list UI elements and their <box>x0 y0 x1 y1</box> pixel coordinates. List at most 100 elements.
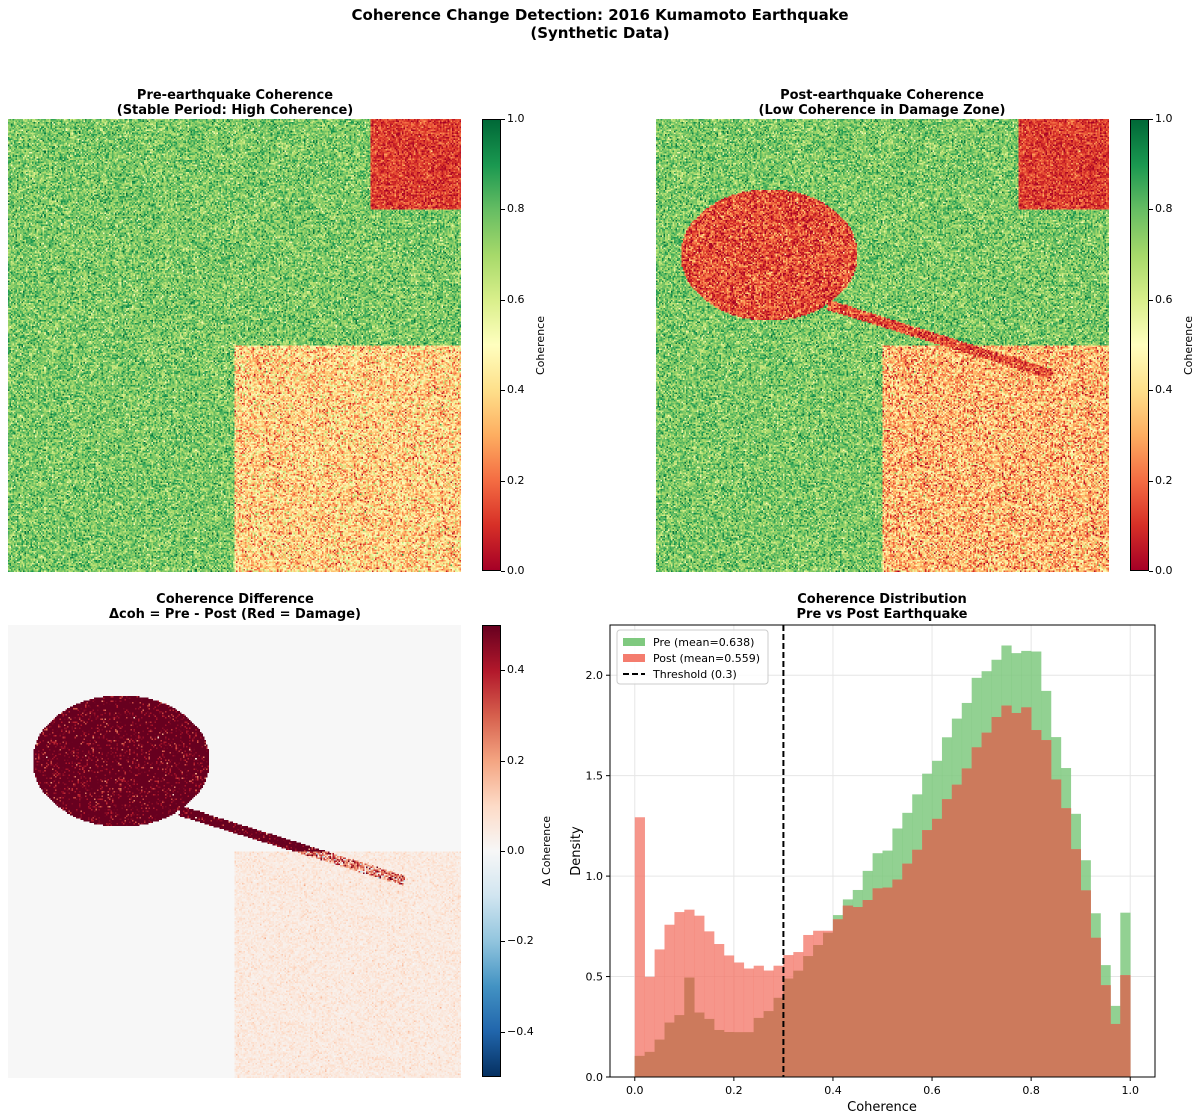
title-line: Coherence Distribution <box>797 592 967 607</box>
post-histogram-bar <box>714 944 725 1077</box>
figure-title-line1: Coherence Change Detection: 2016 Kumamot… <box>351 6 849 24</box>
overlap-histogram-bar <box>1011 712 1022 1077</box>
colorbar-tick-label: 0.6 <box>501 292 525 306</box>
overlap-histogram-bar <box>813 945 824 1077</box>
overlap-histogram-bar <box>634 1055 645 1077</box>
y-tick-label: 0.5 <box>586 971 604 984</box>
overlap-histogram-bar <box>892 879 903 1077</box>
overlap-histogram-bar <box>743 1032 754 1077</box>
x-tick-label: 0.8 <box>1022 1084 1040 1097</box>
overlap-histogram-bar <box>783 978 794 1077</box>
colorbar-tick-label: 0.4 <box>501 383 525 397</box>
overlap-histogram-bar <box>664 1022 675 1077</box>
y-tick-label: 1.0 <box>586 870 604 883</box>
post-histogram-bar <box>654 949 665 1077</box>
overlap-histogram-bar <box>1070 849 1081 1077</box>
overlap-histogram-bar <box>1060 808 1072 1077</box>
overlap-histogram-bar <box>1080 890 1091 1077</box>
colorbar-tick-label: 0.0 <box>501 844 525 857</box>
overlap-histogram-bar <box>832 919 844 1077</box>
overlap-histogram-bar <box>714 1029 725 1077</box>
title-line: Δcoh = Pre - Post (Red = Damage) <box>108 607 361 622</box>
colorbar-tick-label: −0.2 <box>501 934 534 948</box>
colorbar-gradient <box>482 119 501 571</box>
legend-threshold-label: Threshold (0.3) <box>652 668 737 681</box>
title-line: Pre-earthquake Coherence <box>136 88 334 103</box>
axes-frame <box>609 624 1156 1078</box>
title-line: (Stable Period: High Coherence) <box>116 103 354 118</box>
colorbar-tick-label: 0.6 <box>1149 292 1173 306</box>
legend <box>616 629 769 685</box>
post-histogram-bar <box>723 955 735 1077</box>
difference-panel-title: Coherence Difference Δcoh = Pre - Post (… <box>0 592 535 622</box>
colorbar-tick-label: 0.4 <box>1149 383 1173 397</box>
overlap-histogram-bar <box>922 830 933 1077</box>
x-axis-label: Coherence <box>847 1100 917 1115</box>
overlap-histogram-bar <box>1050 779 1062 1077</box>
figure-title-line2: (Synthetic Data) <box>530 24 670 42</box>
overlap-histogram-bar <box>674 1015 685 1077</box>
colorbar-tick-label: 0.0 <box>501 564 525 577</box>
x-tick-label: 0.4 <box>824 1084 842 1097</box>
overlap-histogram-bar <box>971 747 982 1077</box>
legend-post-swatch <box>623 654 645 662</box>
overlap-histogram-bar <box>803 956 814 1077</box>
figure-title: Coherence Change Detection: 2016 Kumamot… <box>0 6 1200 42</box>
colorbar-tick-label: 1.0 <box>1149 112 1173 125</box>
overlap-histogram-bar <box>842 905 854 1077</box>
colorbar-tick-label: 0.8 <box>501 202 525 216</box>
overlap-histogram-bar <box>1120 975 1131 1077</box>
overlap-histogram-bar <box>912 849 923 1077</box>
overlap-histogram-bar <box>941 799 953 1077</box>
overlap-histogram-bar <box>654 1039 665 1077</box>
colorbar-gradient <box>482 625 501 1077</box>
post-histogram-bar <box>733 962 745 1077</box>
colorbar-tick-label: 0.2 <box>501 753 525 767</box>
post-histogram-bar <box>674 912 685 1077</box>
legend-pre-label: Pre (mean=0.638) <box>653 636 754 649</box>
overlap-histogram-bar <box>773 997 784 1077</box>
overlap-histogram-bar <box>1090 937 1101 1077</box>
colorbar-tick-label: 0.0 <box>1149 564 1173 577</box>
overlap-histogram-bar <box>932 818 943 1077</box>
overlap-histogram-bar <box>704 1018 715 1077</box>
legend-post-label: Post (mean=0.559) <box>653 652 760 665</box>
post-histogram-bar <box>743 968 754 1077</box>
post-histogram-bar <box>644 976 655 1077</box>
colorbar-tick-label: −0.4 <box>501 1024 534 1038</box>
colorbar-tick-label: 0.2 <box>1149 473 1173 487</box>
colorbar-tick-label: 1.0 <box>501 112 525 125</box>
colorbar-gradient <box>1130 119 1149 571</box>
post-histogram-bar <box>694 915 705 1077</box>
overlap-histogram-bar <box>644 1051 655 1077</box>
overlap-histogram-bar <box>753 1017 764 1077</box>
overlap-histogram-bar <box>793 970 804 1077</box>
overlap-histogram-bar <box>723 1032 735 1077</box>
colorbar-tick-label: 0.2 <box>501 473 525 487</box>
overlap-histogram-bar <box>872 888 883 1077</box>
overlap-histogram-bar <box>763 1011 774 1077</box>
difference-heatmap <box>8 625 461 1078</box>
pre-coherence-heatmap <box>8 119 461 572</box>
x-tick-label: 0.2 <box>725 1084 743 1097</box>
overlap-histogram-bar <box>1110 1023 1121 1077</box>
title-line: (Low Coherence in Damage Zone) <box>758 103 1006 118</box>
legend-pre-swatch <box>623 638 645 646</box>
post-panel-title: Post-earthquake Coherence (Low Coherence… <box>582 88 1182 118</box>
overlap-histogram-bar <box>991 717 1002 1077</box>
x-tick-label: 0.6 <box>923 1084 941 1097</box>
post-histogram-bar <box>664 924 675 1077</box>
post-coherence-heatmap <box>656 119 1109 572</box>
y-tick-label: 2.0 <box>586 669 604 682</box>
title-line: Coherence Difference <box>156 592 314 607</box>
overlap-histogram-bar <box>862 900 873 1077</box>
overlap-histogram-bar <box>1100 985 1111 1077</box>
overlap-histogram-bar <box>1021 707 1032 1077</box>
overlap-histogram-bar <box>1001 705 1012 1077</box>
overlap-histogram-bar <box>852 907 863 1077</box>
x-tick-label: 1.0 <box>1121 1084 1139 1097</box>
histogram-panel-title: Coherence Distribution Pre vs Post Earth… <box>582 592 1182 622</box>
overlap-histogram-bar <box>882 887 893 1077</box>
overlap-histogram-bar <box>1031 730 1042 1077</box>
